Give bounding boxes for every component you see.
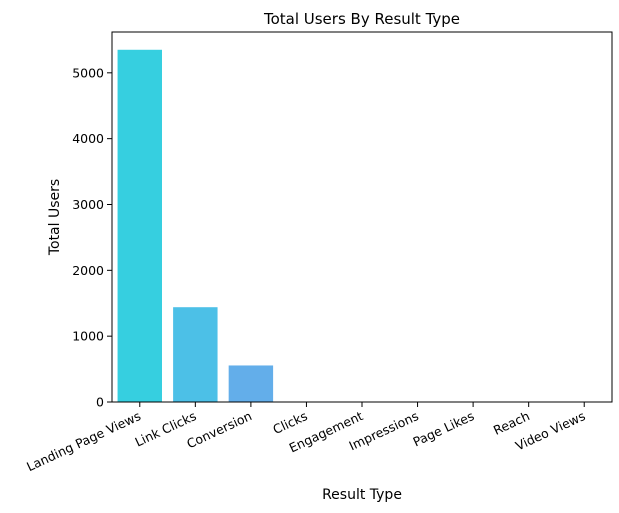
x-tick-label: Page Likes <box>411 408 477 449</box>
y-tick-label: 5000 <box>72 65 104 80</box>
x-tick-label: Clicks <box>270 408 309 437</box>
bars-group <box>117 49 274 402</box>
bar-conversion <box>228 365 274 402</box>
x-tick-label: Landing Page Views <box>24 408 143 474</box>
bar-landing-page-views <box>117 49 162 402</box>
y-tick-label: 2000 <box>72 263 104 278</box>
y-tick-label: 4000 <box>72 131 104 146</box>
bar-link-clicks <box>173 307 218 402</box>
y-axis-label: Total Users <box>47 179 63 256</box>
y-tick-label: 0 <box>96 395 104 410</box>
chart-title: Total Users By Result Type <box>263 10 460 28</box>
x-axis-label: Result Type <box>322 487 402 503</box>
y-tick-label: 1000 <box>72 329 104 344</box>
y-axis-ticks: 0 1000 2000 3000 4000 5000 <box>72 65 112 410</box>
y-tick-label: 3000 <box>72 197 104 212</box>
